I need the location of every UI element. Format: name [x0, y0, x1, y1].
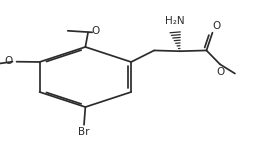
Text: O: O — [217, 67, 225, 77]
Text: Br: Br — [78, 128, 90, 137]
Text: O: O — [212, 21, 220, 31]
Text: O: O — [5, 56, 13, 66]
Text: O: O — [92, 26, 100, 36]
Text: H₂N: H₂N — [165, 16, 184, 26]
